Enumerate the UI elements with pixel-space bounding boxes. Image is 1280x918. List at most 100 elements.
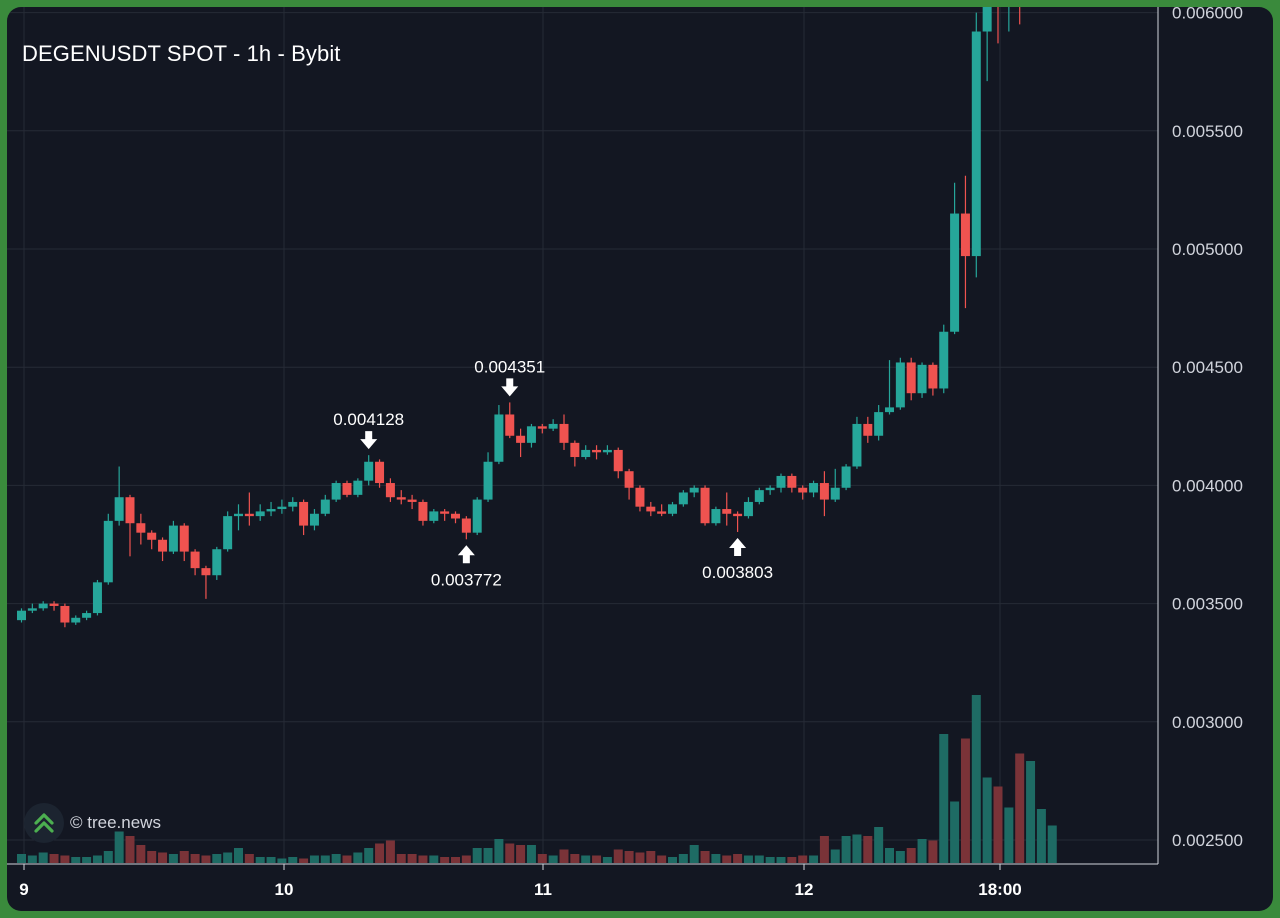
candle-body — [960, 213, 970, 257]
volume-bar — [602, 857, 612, 863]
candle-body — [38, 603, 48, 609]
volume-bar — [917, 839, 927, 863]
candle-body — [364, 461, 374, 481]
volume-bar — [874, 827, 884, 863]
price-annotations: 0.0073750.0041280.0043510.0037720.003803… — [333, 357, 773, 589]
volume-bar — [277, 858, 287, 863]
watermark: © tree.news — [24, 803, 161, 843]
y-tick-label: 0.003500 — [1172, 595, 1243, 614]
high-label: 0.004128 — [333, 410, 404, 429]
volume-bar — [733, 854, 743, 863]
candle-body — [722, 509, 732, 514]
volume-bar — [27, 855, 37, 863]
candle-body — [309, 513, 319, 526]
candle-body — [809, 483, 819, 493]
volume-bar — [993, 786, 1003, 863]
candle-body — [939, 331, 949, 389]
candle-body — [689, 487, 699, 493]
candle-body — [700, 487, 710, 524]
volume-bar — [624, 851, 634, 863]
candle-body — [982, 7, 992, 32]
volume-bar — [158, 852, 168, 863]
candle-body — [147, 532, 157, 540]
candle-body — [526, 426, 536, 443]
candle-body — [505, 414, 515, 436]
volume-bar — [743, 855, 753, 863]
candle-body — [613, 449, 623, 472]
volume-bar — [364, 848, 374, 863]
candle-body — [798, 487, 808, 493]
candle-body — [830, 487, 840, 500]
x-tick-label: 11 — [534, 880, 552, 899]
candle-body — [136, 523, 146, 533]
y-tick-label: 0.004500 — [1172, 358, 1243, 377]
volume-bar — [288, 857, 298, 863]
candle-body — [559, 423, 569, 443]
y-tick-label: 0.003000 — [1172, 713, 1243, 732]
volume-bar — [38, 852, 48, 863]
candle-body — [852, 423, 862, 467]
volume-bar — [635, 852, 645, 863]
volume-bar — [678, 854, 688, 863]
x-tick-label: 18:00 — [978, 880, 1021, 899]
candle-body — [678, 492, 688, 505]
candle-body — [472, 499, 482, 533]
volume-bar — [429, 855, 439, 863]
watermark-text: © tree.news — [70, 813, 161, 832]
high-label: 0.004351 — [474, 357, 545, 376]
candle-body — [906, 362, 916, 394]
volume-bar — [353, 852, 363, 863]
volume-bar — [1036, 809, 1046, 863]
x-tick-label: 9 — [19, 880, 28, 899]
volume-bar — [657, 855, 667, 863]
volume-bar — [1026, 761, 1036, 863]
candle-body — [60, 605, 70, 623]
volume-bar — [592, 855, 602, 863]
volume-bar — [960, 738, 970, 863]
candle-body — [624, 471, 634, 488]
volume-bar — [114, 831, 124, 863]
volume-bar — [320, 855, 330, 863]
candle-body — [581, 449, 591, 458]
candle-body — [668, 504, 677, 514]
candle-body — [201, 568, 211, 576]
volume-bar — [906, 848, 916, 863]
volume-bar — [483, 848, 493, 863]
volume-bar — [494, 839, 504, 863]
volume-bar — [461, 855, 471, 863]
candle-body — [754, 490, 764, 502]
volume-bar — [982, 777, 992, 863]
candle-body — [418, 501, 428, 521]
volume-bar — [548, 855, 558, 863]
candle-body — [320, 499, 330, 514]
volume-bar — [223, 852, 233, 863]
arrow-down-icon — [501, 378, 519, 397]
candle-body — [266, 509, 276, 512]
candle-body — [407, 499, 417, 502]
volume-bar — [342, 855, 352, 863]
volume-bar — [1015, 753, 1025, 863]
volume-bar — [234, 848, 243, 863]
volume-bar — [830, 849, 840, 863]
volume-bar — [440, 857, 450, 863]
volume-bar — [939, 734, 949, 863]
price-chart[interactable]: 0.0073750.0041280.0043510.0037720.003803… — [7, 7, 1273, 911]
volume-bar — [689, 845, 699, 863]
candle-body — [787, 475, 797, 488]
candle-body — [971, 31, 981, 257]
low-label: 0.003803 — [702, 563, 773, 582]
candle-body — [711, 509, 721, 524]
volume-bar — [309, 855, 319, 863]
candle-body — [537, 426, 547, 429]
candle-body — [429, 511, 439, 521]
volume-bar — [60, 855, 70, 863]
x-tick-label: 10 — [275, 880, 294, 899]
y-tick-label: 0.005500 — [1172, 122, 1243, 141]
candle-body — [288, 501, 298, 507]
axes: 0.0095000.0090000.0085000.0080000.007500… — [7, 7, 1243, 899]
volume-bar — [190, 854, 200, 863]
volume-bar — [212, 854, 222, 863]
candle-body — [743, 501, 753, 517]
candle-body — [103, 520, 113, 583]
volume-bar — [147, 851, 157, 863]
